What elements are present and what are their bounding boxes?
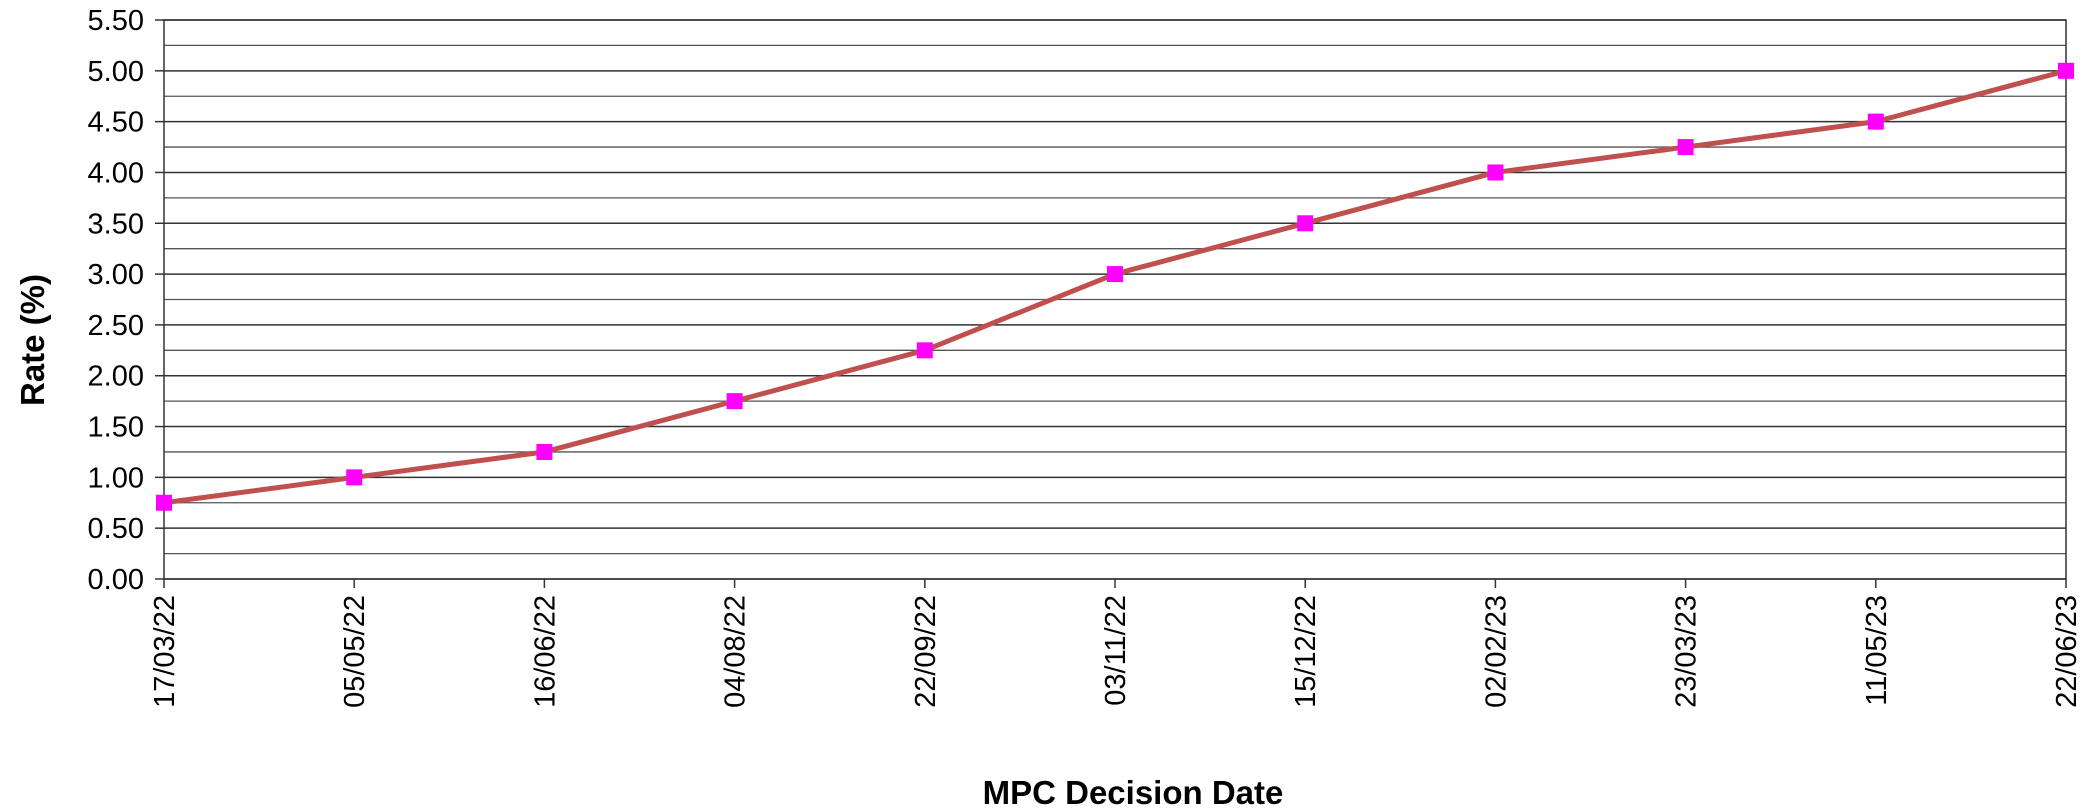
y-tick-label: 1.50	[88, 412, 144, 444]
x-tick-label: 02/02/23	[1480, 595, 1512, 708]
y-tick-label: 4.00	[88, 157, 144, 189]
marker	[536, 443, 553, 460]
y-tick-label: 0.00	[88, 564, 144, 596]
x-tick-label: 04/08/22	[720, 595, 752, 708]
marker	[1867, 113, 1884, 130]
y-tick-label: 5.00	[88, 56, 144, 88]
x-tick-label: 16/06/22	[529, 595, 561, 708]
marker	[1487, 164, 1504, 181]
y-tick-label: 4.50	[88, 107, 144, 139]
y-tick-label: 0.50	[88, 513, 144, 545]
marker	[2058, 62, 2074, 79]
marker	[726, 393, 743, 410]
marker	[1297, 215, 1314, 232]
y-tick-label: 3.50	[88, 208, 144, 240]
x-tick-label: 22/06/23	[2051, 595, 2083, 708]
x-tick-label: 17/03/22	[149, 595, 181, 708]
x-tick-label: 03/11/22	[1100, 595, 1132, 706]
y-axis-title: Rate (%)	[14, 274, 51, 406]
x-tick-label: 05/05/22	[339, 595, 371, 708]
x-tick-label: 11/05/23	[1861, 595, 1893, 706]
y-tick-label: 2.00	[88, 361, 144, 393]
marker	[1677, 139, 1694, 156]
x-tick-label: 22/09/22	[910, 595, 942, 708]
marker	[156, 494, 172, 511]
line	[163, 68, 2067, 506]
y-tick-label: 2.50	[88, 310, 144, 342]
x-tick-label: 15/12/22	[1290, 595, 1322, 708]
y-tick-label: 1.00	[88, 462, 144, 494]
y-tick-label: 5.50	[88, 5, 144, 37]
y-tick-label: 3.00	[88, 259, 144, 291]
marker	[916, 342, 933, 359]
x-axis-title: MPC Decision Date	[983, 774, 1284, 811]
marker	[1107, 266, 1123, 283]
marker	[346, 469, 363, 486]
x-tick-label: 23/03/23	[1671, 595, 1703, 708]
